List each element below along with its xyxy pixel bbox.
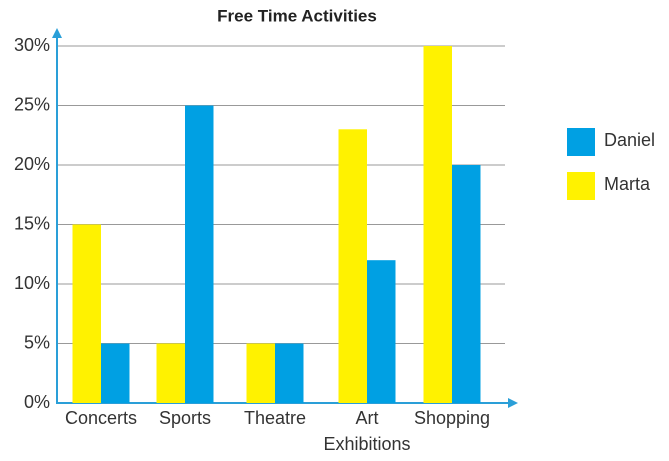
legend-swatch: [567, 128, 595, 156]
bar: [452, 165, 481, 403]
x-tick-label: Shopping: [413, 408, 491, 428]
y-tick-label: 30%: [14, 35, 50, 55]
y-tick-label: 20%: [14, 154, 50, 174]
y-tick-label: 0%: [24, 392, 50, 412]
y-tick-label: 15%: [14, 213, 50, 233]
x-tick-label: Theatre: [243, 408, 307, 428]
x-tick-label: Art Exhibitions: [323, 408, 411, 454]
x-tick-label: Concerts: [64, 408, 138, 428]
legend-label: Daniel: [604, 130, 655, 150]
y-tick-label: 10%: [14, 273, 50, 293]
y-tick-label: 5%: [24, 332, 50, 352]
y-tick-label: 25%: [14, 94, 50, 114]
legend-swatch: [567, 172, 595, 200]
bar: [156, 343, 185, 403]
x-tick-label: Sports: [158, 408, 212, 428]
y-axis-arrow: [52, 28, 62, 38]
bar: [246, 343, 275, 403]
legend-label: Marta: [604, 174, 651, 194]
bar: [338, 129, 367, 404]
bar: [72, 224, 101, 403]
chart-title: Free Time Activities: [217, 6, 377, 25]
bar: [101, 343, 130, 403]
bar: [367, 260, 396, 403]
bar: [185, 105, 214, 403]
bar: [275, 343, 304, 403]
x-axis-arrow: [508, 398, 518, 408]
bar: [423, 46, 452, 403]
